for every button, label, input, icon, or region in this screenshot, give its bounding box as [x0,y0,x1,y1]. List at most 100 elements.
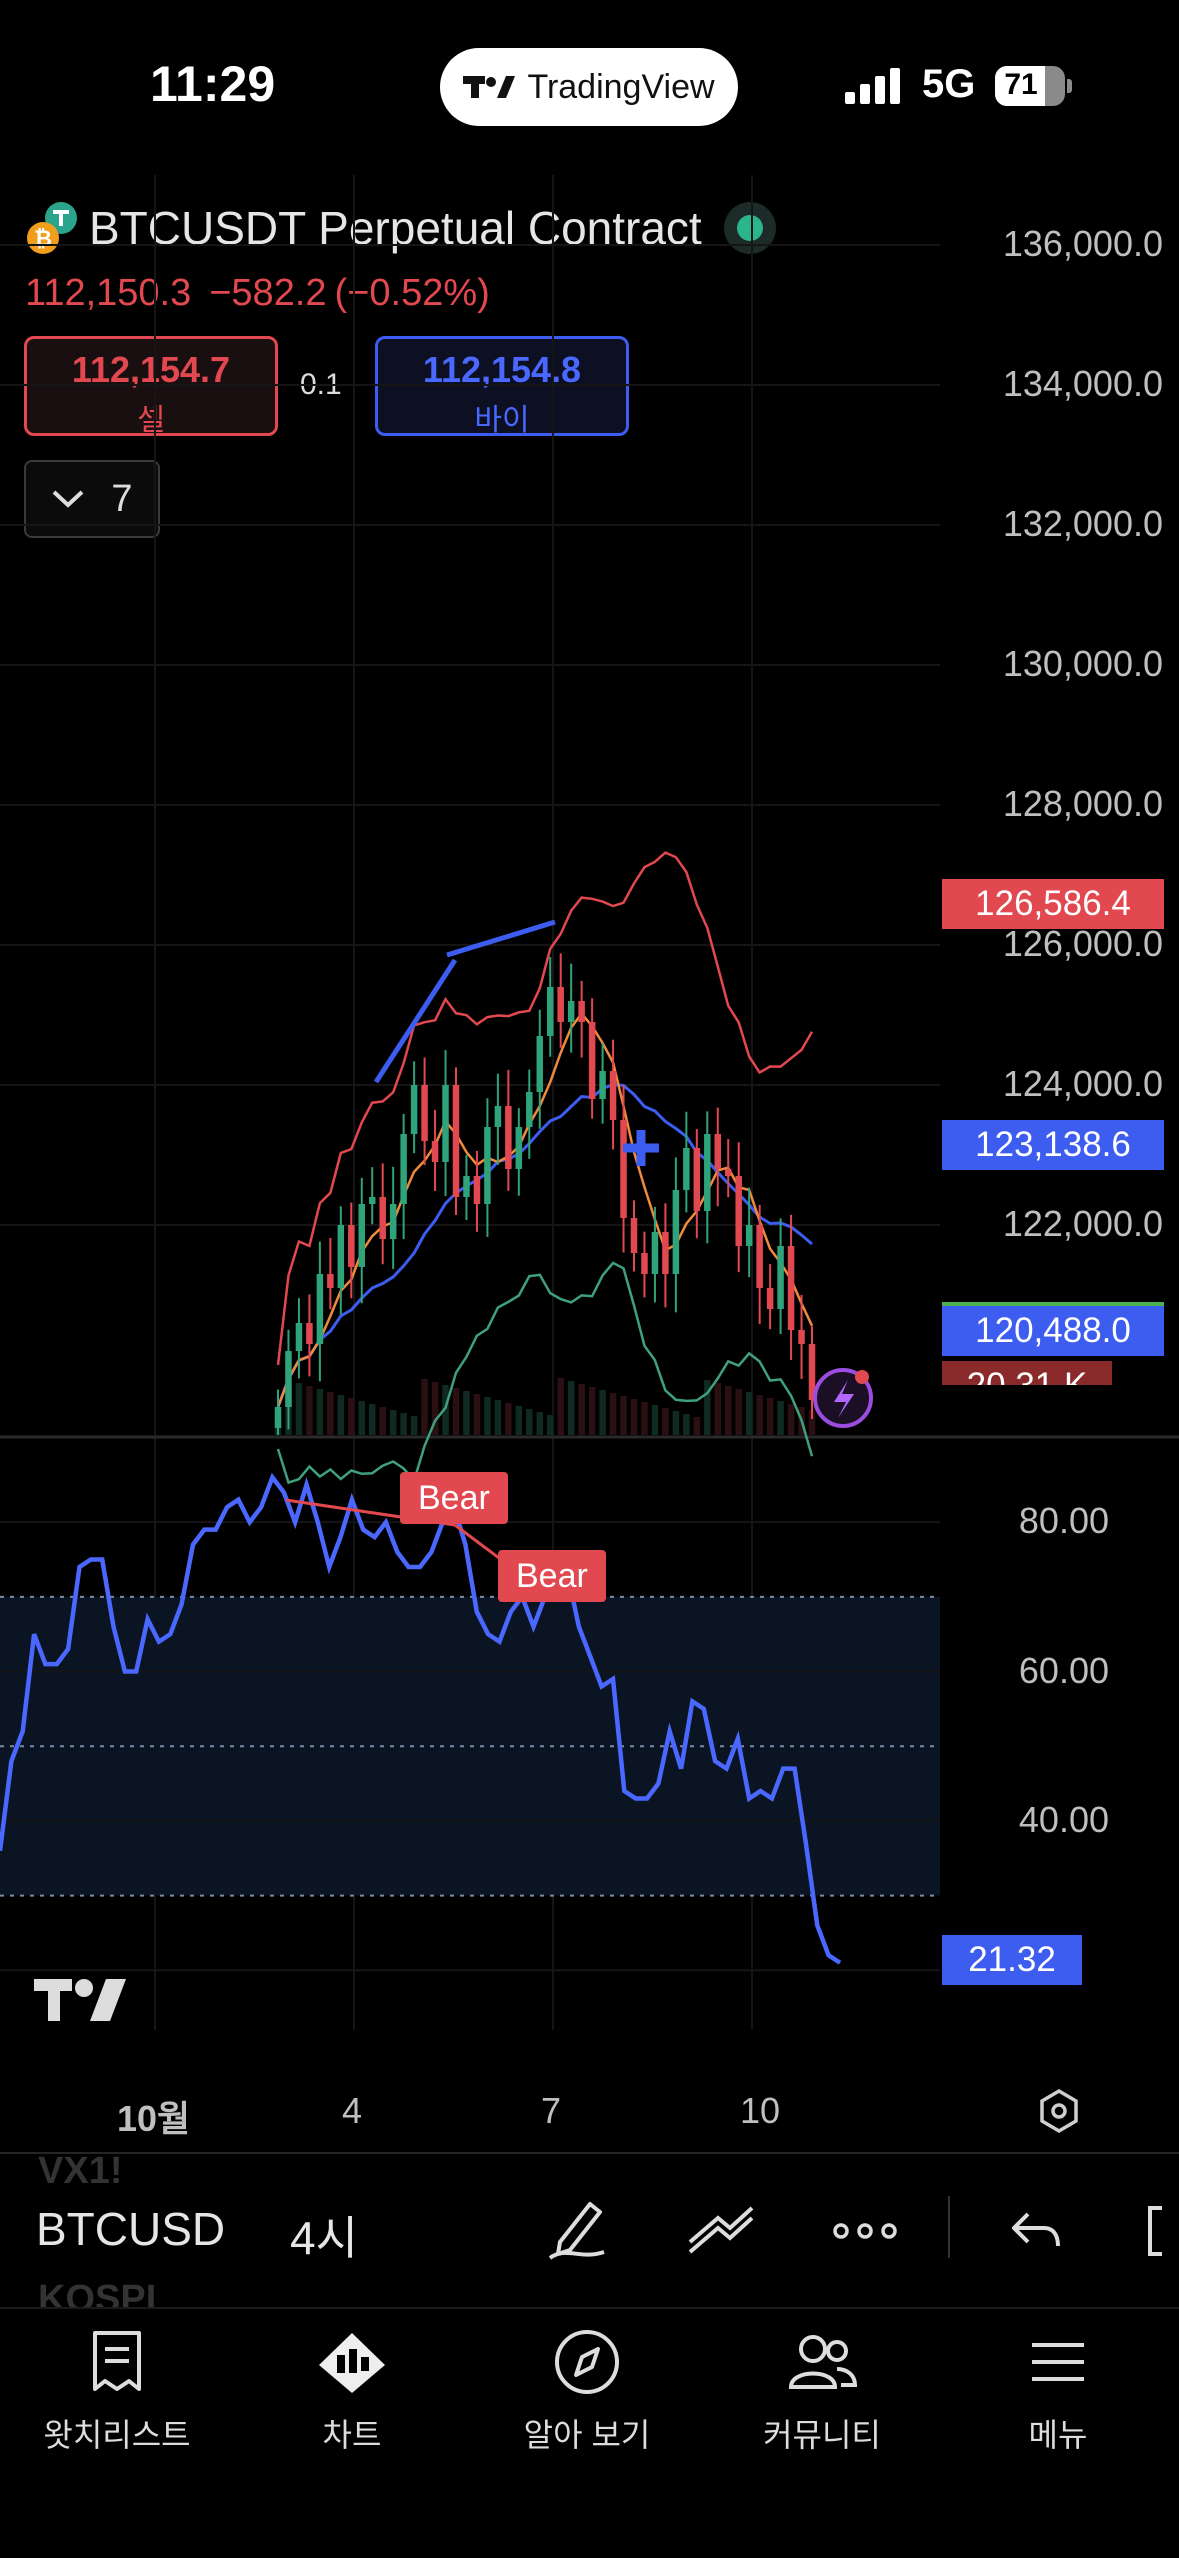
volume-bar [557,1378,564,1435]
crosshair-marker-icon [623,1130,659,1166]
tab-explore[interactable]: 알아 보기 [487,2327,687,2456]
more-icon[interactable] [830,2194,900,2264]
candle-body [745,1225,753,1246]
tab-chart[interactable]: 차트 [252,2327,452,2456]
candle-body [704,1134,711,1211]
volume-bar [337,1395,345,1435]
tab-watchlist[interactable]: 왓치리스트 [17,2327,217,2456]
volume-bar [515,1406,523,1435]
buy-price: 112,154.8 [422,349,582,390]
candle-body [358,1204,366,1267]
candle-body [368,1197,376,1204]
upper-band-line [276,851,814,1366]
price-tag: 126,586.4 [942,878,1164,929]
volume-bar [316,1389,324,1435]
candle-body [724,1169,732,1176]
candle-body [714,1134,722,1169]
time-axis-label: 4 [342,2090,363,2131]
bear-divergence-label: Bear [400,1472,508,1524]
rsi-line [0,1472,842,1965]
candle-body [578,1001,585,1022]
lower-band-line [276,1261,814,1485]
tab-label: 커뮤니티 [763,2417,881,2453]
volume-bar [348,1398,355,1435]
candle-body [484,1127,491,1204]
volume-bar [672,1411,680,1435]
ghost-symbol-above: VX1! [38,2150,123,2192]
tradingview-watermark-icon [34,1979,126,2021]
indicator-count: 7 [111,477,133,520]
community-icon [788,2335,858,2389]
toolbar-symbol-button[interactable]: BTCUSD [36,2203,226,2255]
volume-bar [505,1403,512,1435]
candle-body [274,1407,282,1428]
price-axis-label: 134,000.0 [1002,363,1163,404]
bear-divergence-label: Bear [498,1550,606,1602]
chart-toolbar: VX1! BTCUSD KOSPI 4시 [0,2150,1179,2320]
volume-bar [442,1385,449,1435]
price-axis-label: 132,000.0 [1002,503,1163,544]
volume-bar [536,1412,544,1435]
candle-body [536,1036,544,1092]
tab-label: 차트 [322,2417,382,2453]
price-tag: 123,138.6 [942,1120,1164,1171]
candle-body [431,1141,439,1162]
candle-body [285,1351,292,1407]
candle-body [348,1225,355,1267]
interval-button[interactable]: 4시 [290,2212,358,2264]
tab-menu[interactable]: 메뉴 [958,2327,1158,2456]
tradingview-logo-icon [463,76,516,98]
price-change: −582.2 [209,272,327,314]
flash-alert-icon [834,1380,854,1418]
price-chart[interactable] [0,0,1179,2100]
volume-bar [494,1400,502,1435]
clock: 11:29 [150,56,276,112]
tab-label: 왓치리스트 [43,2417,191,2453]
menu-icon [1032,2343,1084,2381]
volume-bar [735,1389,742,1435]
candle-body [557,987,564,1022]
candle-body [379,1197,386,1239]
candle-body [295,1323,303,1351]
volume-bar [599,1390,606,1435]
price-axis-label: 126,000.0 [1002,923,1163,964]
volume-bar [620,1396,627,1435]
volume-bar [588,1387,596,1435]
candle-body [620,1120,627,1218]
candle-body [798,1330,805,1344]
price-change-percent: (−0.52%) [334,272,490,314]
price-axis-label: 124,000.0 [1002,1063,1163,1104]
time-axis-label: 7 [541,2090,562,2131]
candle-body [599,1071,606,1099]
volume-bar [410,1416,418,1435]
watchlist-icon [93,2331,141,2391]
tab-label: 알아 보기 [523,2417,651,2453]
candle-body [494,1106,502,1127]
tab-label: 메뉴 [1028,2417,1088,2453]
candle-body [693,1148,701,1211]
candle-body [777,1246,784,1309]
undo-icon[interactable] [1006,2194,1066,2264]
tab-community[interactable]: 커뮤니티 [722,2327,922,2456]
candle-body [787,1246,795,1330]
volume-bar [400,1413,407,1435]
app-pill[interactable]: TradingView [440,48,738,126]
candle-body [421,1085,428,1141]
volume-bar [327,1392,334,1435]
volume-bar [578,1384,585,1435]
volume-bar [368,1404,376,1435]
candle-body [515,1127,523,1169]
chart-settings-icon[interactable] [1036,2088,1082,2134]
time-axis-label: 10 [740,2090,781,2131]
sell-label: 셀 [137,404,165,437]
draw-pen-icon[interactable] [546,2194,610,2264]
candle-body [337,1225,345,1288]
candle-body [505,1106,512,1169]
chart-icon [319,2333,385,2393]
fullscreen-icon[interactable] [1144,2194,1179,2264]
rsi-axis-label: 60.00 [1018,1649,1109,1691]
drawing-tools-icon[interactable] [684,2194,758,2264]
volume-bar [295,1383,303,1435]
price-axis-label: 136,000.0 [1002,223,1163,264]
candle-body [473,1176,481,1204]
